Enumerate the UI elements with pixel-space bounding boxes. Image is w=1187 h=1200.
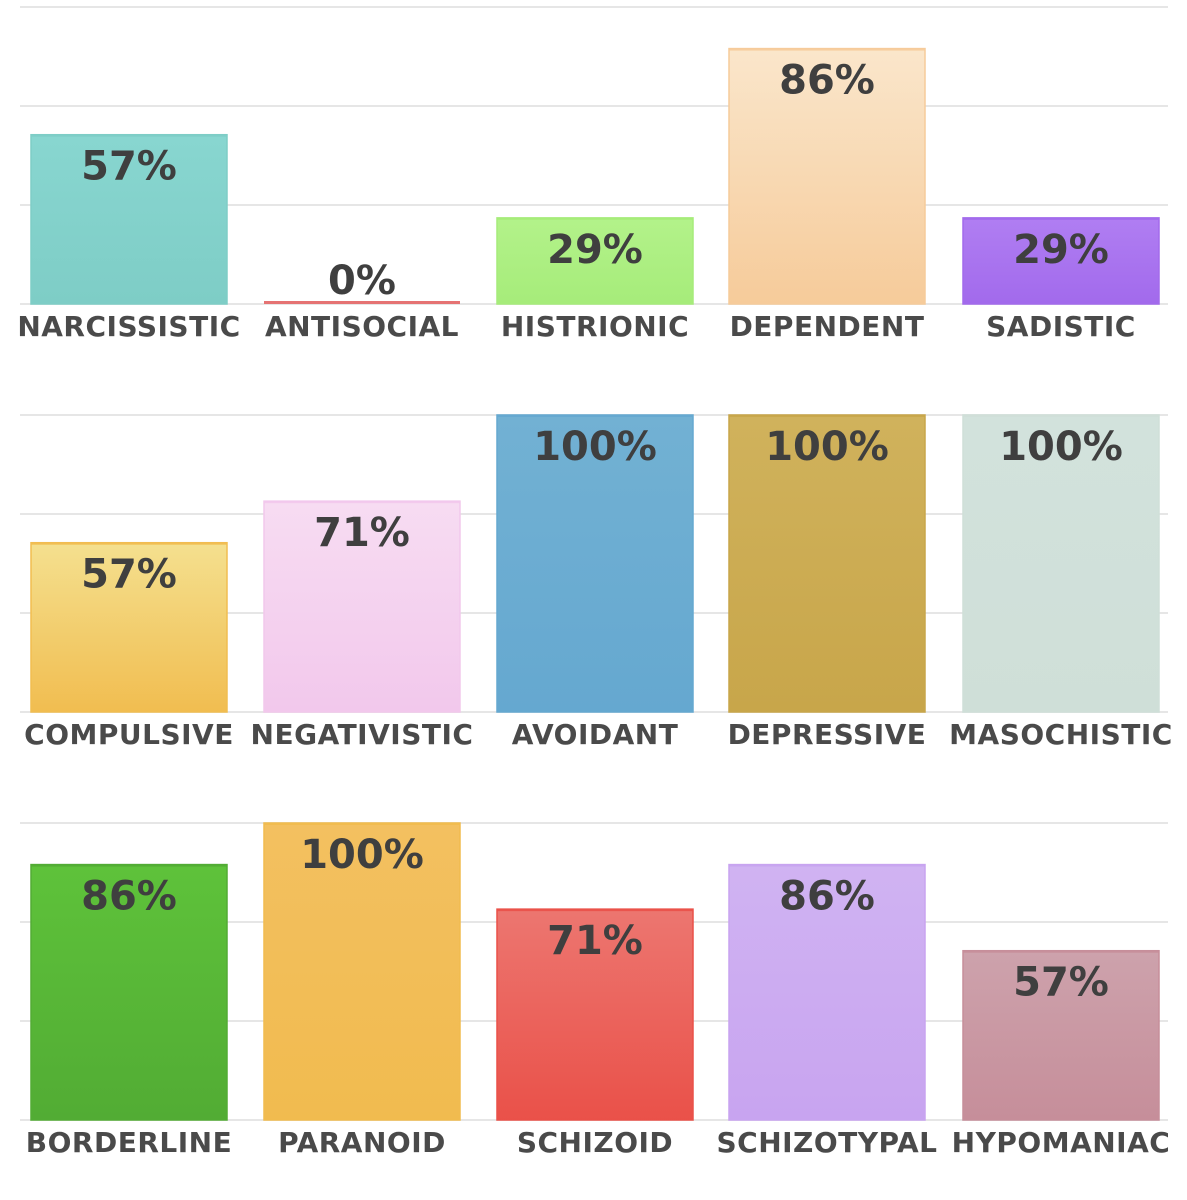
bar-top-edge <box>31 864 227 867</box>
value-label: 57% <box>81 144 177 190</box>
category-label: SCHIZOID <box>517 1126 673 1159</box>
category-label: NEGATIVISTIC <box>251 718 474 751</box>
bar-compulsive <box>30 541 228 713</box>
category-label: BORDERLINE <box>26 1126 232 1159</box>
bar-paranoid <box>263 822 461 1121</box>
bar-hypomaniac <box>962 949 1160 1121</box>
bar-negativistic <box>263 500 461 713</box>
value-label: 29% <box>1013 227 1109 273</box>
bar-top-edge <box>729 415 925 417</box>
value-label: 100% <box>300 832 424 878</box>
value-label: 0% <box>328 258 396 304</box>
category-label: AVOIDANT <box>512 718 679 751</box>
category-label: SCHIZOTYPAL <box>716 1126 937 1159</box>
bar-top-edge <box>963 950 1159 953</box>
category-label: MASOCHISTIC <box>949 718 1173 751</box>
category-label: DEPRESSIVE <box>728 718 927 751</box>
value-label: 86% <box>81 874 177 920</box>
value-label: 86% <box>779 874 875 920</box>
bar-borderline <box>30 863 228 1121</box>
bar-top-edge <box>31 542 227 545</box>
bar-avoidant <box>496 414 694 713</box>
category-label: ANTISOCIAL <box>265 310 459 343</box>
value-label: 100% <box>765 424 889 470</box>
bar-top-edge <box>264 823 460 825</box>
category-label: HISTRIONIC <box>501 310 689 343</box>
bar-top-edge <box>497 415 693 417</box>
category-label: PARANOID <box>278 1126 446 1159</box>
bar-schizotypal <box>728 863 926 1121</box>
value-label: 29% <box>547 227 643 273</box>
chart-panel-1: 57% NARCISSISTIC 0% ANTISOCIAL 29% HISTRIONIC… <box>17 6 1168 343</box>
category-label: HYPOMANIAC <box>952 1126 1171 1159</box>
bar-top-edge <box>729 864 925 867</box>
value-label: 100% <box>533 424 657 470</box>
bar-top-edge <box>31 134 227 137</box>
value-label: 100% <box>999 424 1123 470</box>
bar-schizoid <box>496 908 694 1121</box>
bar-top-edge <box>497 909 693 912</box>
bar-top-edge <box>729 48 925 51</box>
bar-antisocial <box>264 301 460 304</box>
bar-top-edge <box>497 217 693 220</box>
bar-narcissistic <box>30 133 228 305</box>
value-label: 71% <box>547 918 643 964</box>
category-label: SADISTIC <box>986 310 1136 343</box>
bar-depressive <box>728 414 926 713</box>
bar-top-edge <box>963 217 1159 220</box>
category-label: COMPULSIVE <box>24 718 234 751</box>
value-label: 86% <box>779 58 875 104</box>
bar-top-edge <box>264 501 460 504</box>
category-label: NARCISSISTIC <box>17 310 240 343</box>
chart-panel-3: 86% BORDERLINE 100% PARANOID 71% SCHIZOID 86% S… <box>20 822 1171 1159</box>
chart-panel-2: 57% COMPULSIVE 71% NEGATIVISTIC 100% AVOIDANT… <box>20 414 1173 751</box>
category-label: DEPENDENT <box>730 310 925 343</box>
bar-top-edge <box>963 415 1159 417</box>
bar-dependent <box>728 47 926 305</box>
value-label: 57% <box>81 552 177 598</box>
value-label: 57% <box>1013 960 1109 1006</box>
value-label: 71% <box>314 510 410 556</box>
bar-sadistic <box>962 217 1160 305</box>
